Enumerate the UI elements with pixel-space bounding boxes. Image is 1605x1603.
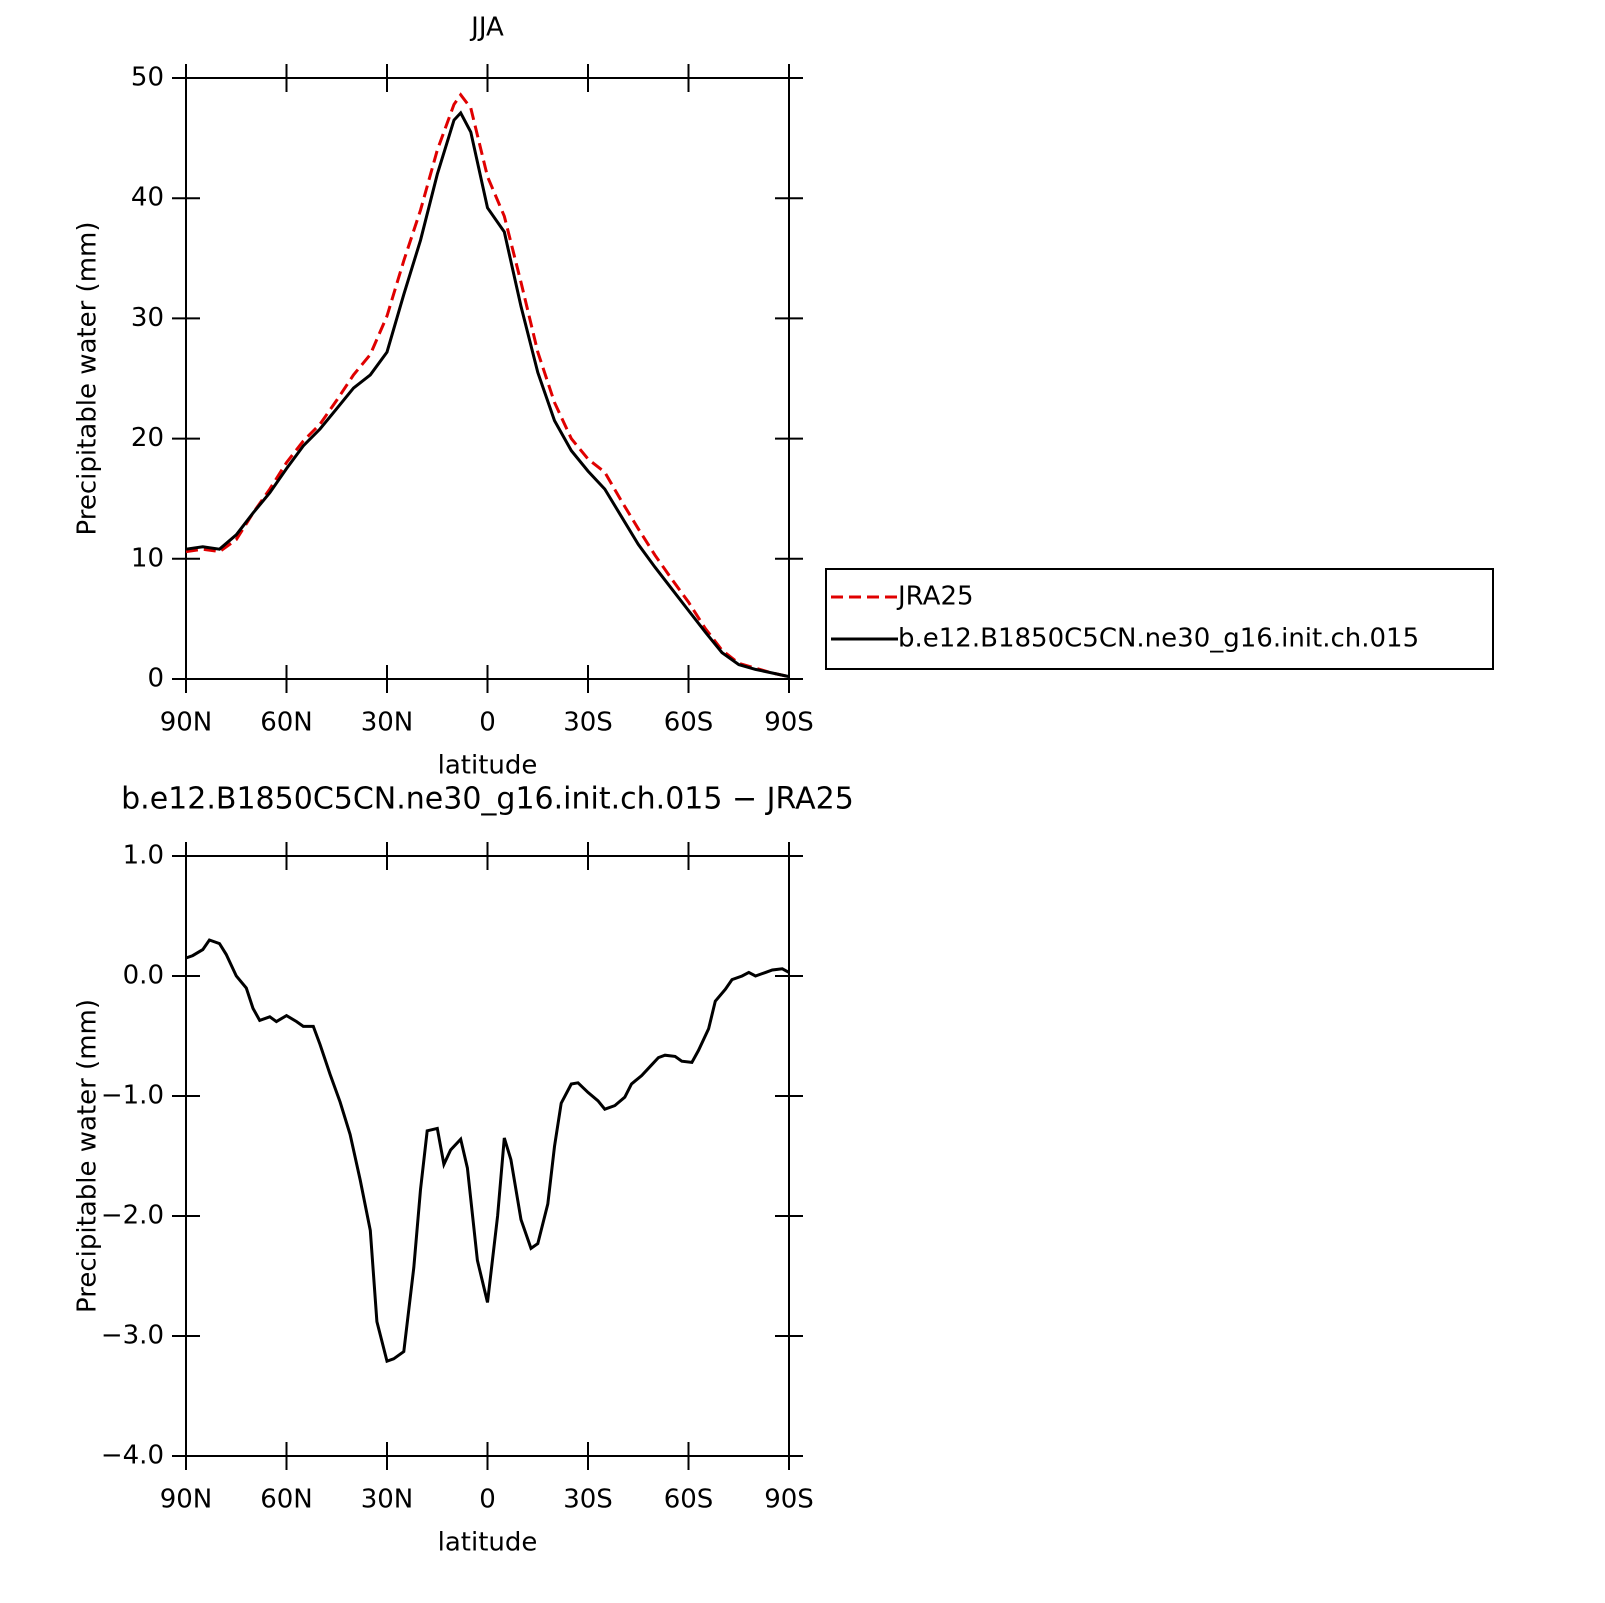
legend-box (825, 568, 1494, 670)
legend-label: b.e12.B1850C5CN.ne30_g16.init.ch.015 (898, 624, 1419, 654)
y-axis-label: Precipitable water (mm) (73, 222, 103, 536)
y-tick-label: −2.0 (101, 1201, 164, 1231)
y-axis-label: Precipitable water (mm) (73, 999, 103, 1313)
y-tick-label: 30 (131, 303, 164, 333)
x-tick-label: 90S (764, 708, 814, 738)
data-line (185, 110, 790, 679)
x-tick-label: 0 (479, 1485, 496, 1515)
chart-title: b.e12.B1850C5CN.ne30_g16.init.ch.015 − J… (121, 782, 854, 817)
y-tick-label: −4.0 (101, 1441, 164, 1471)
legend-label: JRA25 (896, 582, 974, 612)
plot-frame (185, 77, 790, 680)
y-tick-label: 10 (131, 543, 164, 573)
y-tick-label: 0.0 (123, 961, 164, 991)
y-tick-label: 50 (131, 63, 164, 93)
x-tick-label: 30N (361, 708, 414, 738)
x-axis-label: latitude (438, 751, 538, 781)
x-axis-label: latitude (438, 1528, 538, 1558)
plot-frame (185, 855, 790, 1457)
x-tick-label: 0 (479, 708, 496, 738)
y-tick-label: −1.0 (101, 1081, 164, 1111)
x-tick-label: 30S (563, 1485, 613, 1515)
data-line (185, 92, 790, 679)
x-tick-label: 90N (160, 708, 213, 738)
y-tick-label: 0 (147, 664, 164, 694)
chart-title: JJA (469, 13, 504, 43)
x-tick-label: 90N (160, 1485, 213, 1515)
x-tick-label: 30N (361, 1485, 414, 1515)
y-tick-label: 20 (131, 423, 164, 453)
data-line (185, 938, 790, 1364)
x-tick-label: 30S (563, 708, 613, 738)
y-tick-label: 1.0 (123, 841, 164, 871)
x-tick-label: 90S (764, 1485, 814, 1515)
y-tick-label: 40 (131, 183, 164, 213)
y-tick-label: −3.0 (101, 1321, 164, 1351)
x-tick-label: 60S (664, 708, 714, 738)
x-tick-label: 60N (260, 708, 313, 738)
x-tick-label: 60S (664, 1485, 714, 1515)
x-tick-label: 60N (260, 1485, 313, 1515)
